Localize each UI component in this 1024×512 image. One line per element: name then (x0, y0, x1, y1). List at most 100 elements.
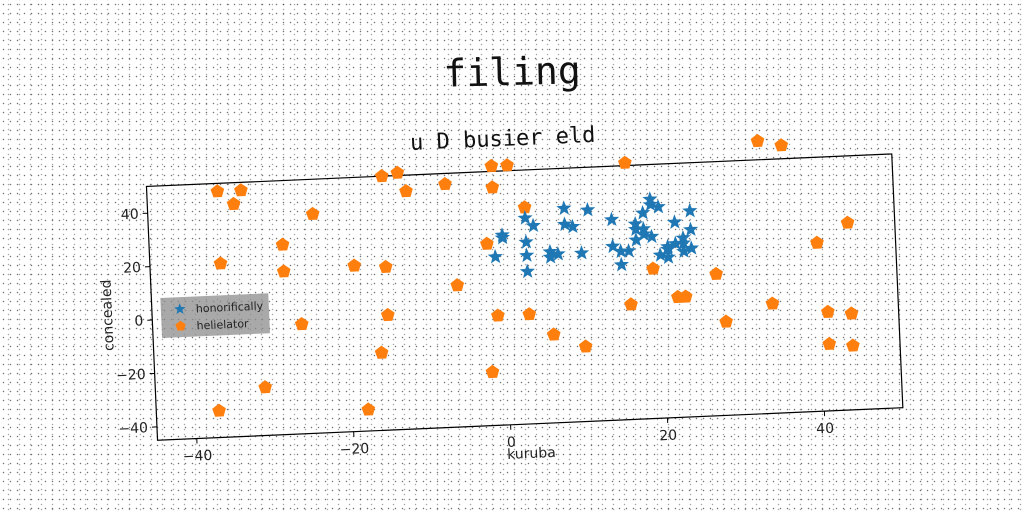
data-point-helielator (840, 215, 855, 229)
x-tick-label: 20 (659, 428, 678, 445)
data-point-honorifically (667, 235, 684, 251)
legend-box (160, 293, 270, 338)
y-tick-label: 0 (134, 313, 144, 329)
data-point-honorifically (603, 211, 620, 227)
data-point-helielator (210, 184, 225, 198)
data-point-helielator (719, 314, 733, 328)
y-tick-label: −40 (118, 420, 148, 437)
data-point-helielator (438, 176, 452, 191)
legend-label-helielator: helielator (196, 317, 249, 332)
legend-marker-honorifically (174, 303, 186, 315)
x-tick-label: −40 (182, 448, 212, 465)
chart-title: u D busier eld (410, 123, 596, 156)
data-point-helielator (709, 266, 723, 281)
data-point-helielator (234, 183, 248, 197)
data-point-helielator (258, 380, 273, 394)
x-tick-label: 0 (507, 435, 517, 451)
data-point-helielator (646, 261, 660, 275)
data-point-helielator (624, 297, 638, 311)
data-point-helielator (822, 336, 837, 351)
y-tick-label: 20 (123, 260, 142, 277)
data-point-helielator (226, 196, 241, 211)
data-point-helielator (485, 180, 500, 194)
data-point-helielator (517, 200, 532, 214)
data-point-honorifically (518, 234, 534, 249)
data-point-helielator (846, 338, 860, 352)
y-axis-label: concealed (98, 279, 117, 351)
data-point-honorifically (652, 247, 668, 262)
plot-area-frame (145, 153, 904, 441)
y-tick-label: −20 (116, 367, 146, 384)
data-point-honorifically (666, 214, 683, 229)
data-point-honorifically (650, 198, 666, 214)
legend-marker-helielator (175, 320, 186, 331)
data-point-helielator (678, 289, 693, 303)
data-point-honorifically (635, 221, 652, 236)
data-point-helielator (347, 258, 362, 272)
data-point-helielator (750, 133, 765, 148)
data-point-honorifically (643, 228, 660, 244)
data-point-honorifically (682, 202, 698, 218)
data-point-helielator (485, 364, 500, 379)
data-point-honorifically (487, 248, 503, 264)
data-point-honorifically (494, 227, 510, 242)
data-point-helielator (578, 339, 593, 353)
data-point-helielator (546, 327, 561, 341)
data-point-honorifically (525, 217, 541, 233)
data-point-helielator (480, 236, 494, 250)
data-point-honorifically (682, 221, 699, 237)
data-point-helielator (484, 158, 499, 173)
data-point-helielator (361, 402, 376, 416)
data-point-honorifically (613, 243, 629, 259)
data-point-honorifically (557, 216, 573, 232)
data-point-honorifically (660, 249, 676, 265)
data-point-honorifically (573, 245, 590, 260)
data-point-honorifically (642, 196, 658, 212)
data-point-honorifically (628, 232, 644, 247)
data-point-honorifically (613, 256, 629, 272)
data-point-helielator (275, 237, 290, 251)
data-point-helielator (820, 304, 835, 318)
data-point-helielator (212, 403, 226, 417)
axis-ticks: −40 −20 0 20 40 −40 −20 0 20 40 (116, 207, 835, 466)
data-point-helielator (305, 206, 320, 221)
data-point-honorifically (564, 218, 581, 234)
data-point-honorifically (636, 226, 652, 242)
x-tick-label: 40 (816, 421, 835, 438)
data-point-helielator (765, 296, 780, 310)
data-point-helielator (844, 306, 859, 320)
data-point-helielator (380, 307, 395, 322)
data-point-helielator (617, 155, 632, 169)
data-point-helielator (294, 317, 309, 331)
data-point-helielator (522, 307, 537, 321)
x-tick-label: −20 (339, 441, 369, 458)
data-point-honorifically (635, 204, 651, 220)
data-point-honorifically (517, 210, 533, 225)
data-point-helielator (500, 158, 514, 172)
data-point-helielator (399, 184, 413, 198)
data-point-helielator (450, 278, 465, 292)
data-point-helielator (810, 235, 824, 249)
y-tick-label: 40 (121, 207, 140, 224)
data-point-helielator (374, 169, 389, 183)
data-point-helielator (491, 308, 505, 322)
data-point-helielator (774, 138, 789, 152)
data-point-honorifically (579, 202, 596, 217)
data-point-helielator (276, 264, 291, 278)
data-point-honorifically (519, 263, 535, 279)
data-point-honorifically (642, 191, 658, 206)
data-point-helielator (390, 165, 405, 179)
x-axis-label: kuruba (507, 445, 556, 463)
data-points (210, 133, 860, 417)
legend-label-honorifically: honorifically (196, 299, 264, 315)
data-point-helielator (213, 256, 228, 270)
data-point-honorifically (621, 243, 637, 258)
data-point-helielator (378, 259, 393, 274)
data-point-honorifically (683, 240, 700, 255)
chart-legend: honorifically helielator (160, 293, 270, 338)
data-point-honorifically (550, 246, 566, 261)
data-point-honorifically (556, 200, 572, 216)
data-point-honorifically (519, 247, 535, 263)
data-point-helielator (374, 345, 389, 359)
